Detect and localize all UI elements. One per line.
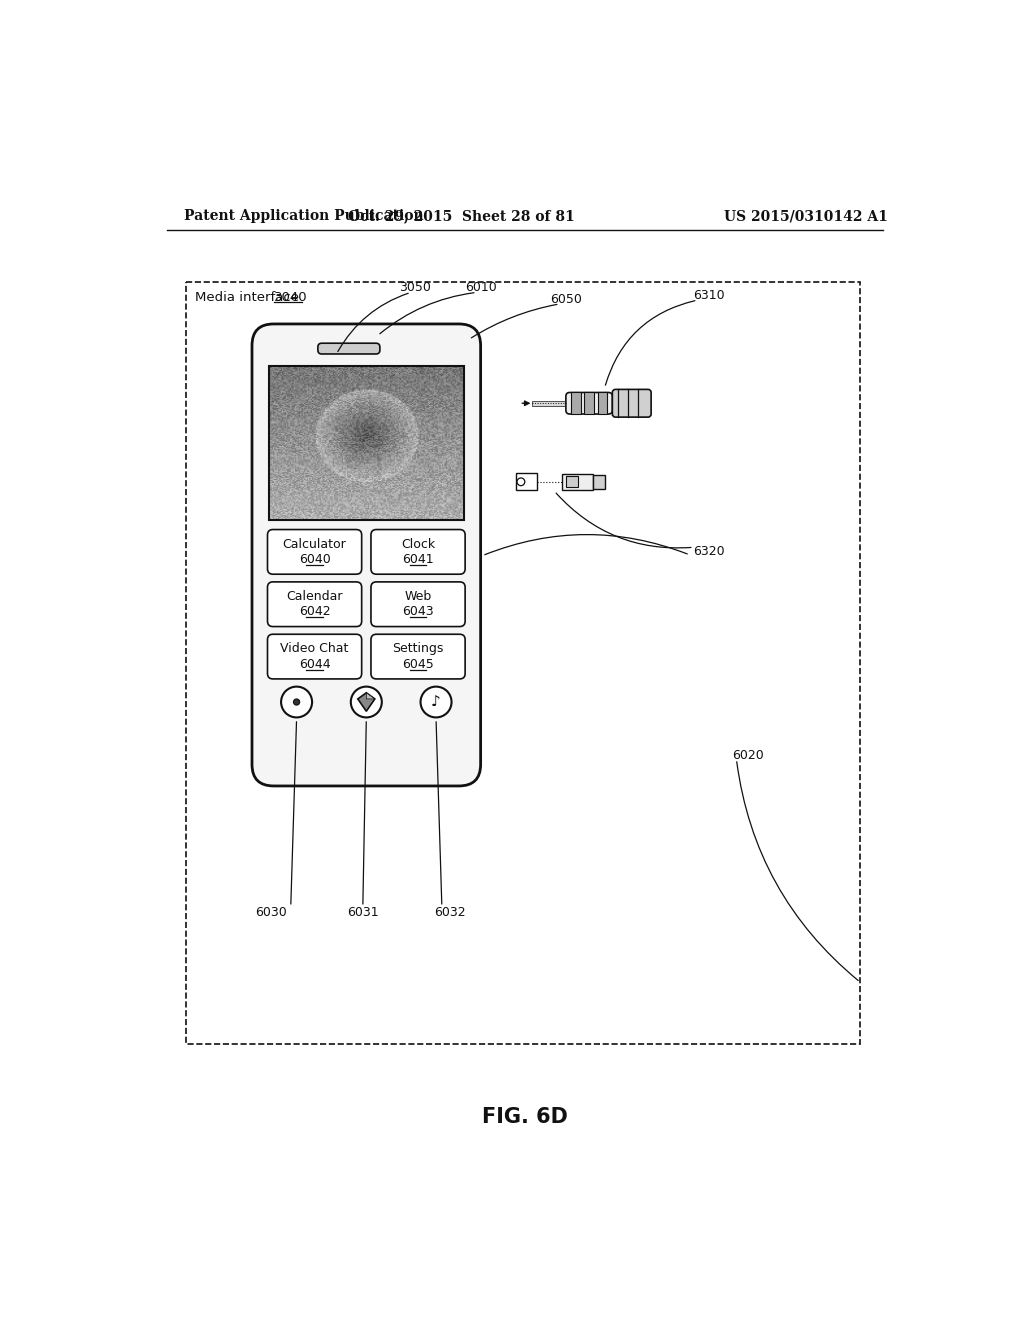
Bar <box>593 475 605 488</box>
Text: 6050: 6050 <box>550 293 582 306</box>
FancyBboxPatch shape <box>371 582 465 627</box>
Text: 6032: 6032 <box>434 907 466 920</box>
FancyBboxPatch shape <box>267 529 361 574</box>
Text: Media interface: Media interface <box>196 290 304 304</box>
Circle shape <box>294 700 300 705</box>
Bar <box>186 281 860 1044</box>
FancyBboxPatch shape <box>252 323 480 785</box>
Text: US 2015/0310142 A1: US 2015/0310142 A1 <box>724 209 888 223</box>
Text: 6041: 6041 <box>402 553 434 566</box>
Text: Calendar: Calendar <box>287 590 343 603</box>
Text: 6031: 6031 <box>347 907 379 920</box>
FancyBboxPatch shape <box>612 389 651 417</box>
Text: 6042: 6042 <box>299 606 331 618</box>
Text: FIG. 6D: FIG. 6D <box>482 1107 567 1127</box>
FancyBboxPatch shape <box>267 582 361 627</box>
Circle shape <box>281 686 312 718</box>
Bar <box>585 392 594 414</box>
Polygon shape <box>357 693 375 711</box>
Bar <box>269 367 464 520</box>
Text: 6020: 6020 <box>732 748 764 762</box>
Polygon shape <box>367 693 375 700</box>
FancyBboxPatch shape <box>371 529 465 574</box>
Text: Video Chat: Video Chat <box>281 643 349 656</box>
Bar <box>515 474 538 490</box>
FancyBboxPatch shape <box>267 635 361 678</box>
Text: 6030: 6030 <box>256 907 288 920</box>
Text: ♪: ♪ <box>431 696 441 710</box>
Text: 6010: 6010 <box>465 281 497 294</box>
Text: Clock: Clock <box>401 537 435 550</box>
Bar <box>571 392 581 414</box>
Text: 6320: 6320 <box>693 545 725 557</box>
Text: 6040: 6040 <box>299 553 331 566</box>
Text: Patent Application Publication: Patent Application Publication <box>183 209 424 223</box>
FancyBboxPatch shape <box>317 343 380 354</box>
Text: Settings: Settings <box>392 643 443 656</box>
Text: Calculator: Calculator <box>283 537 346 550</box>
Text: 6045: 6045 <box>402 657 434 671</box>
Bar <box>598 392 607 414</box>
Text: 6044: 6044 <box>299 657 331 671</box>
Text: 3040: 3040 <box>273 290 307 304</box>
Circle shape <box>421 686 452 718</box>
FancyBboxPatch shape <box>371 635 465 678</box>
Bar <box>562 474 593 490</box>
Text: 6043: 6043 <box>402 606 434 618</box>
Text: Oct. 29, 2015  Sheet 28 of 81: Oct. 29, 2015 Sheet 28 of 81 <box>348 209 574 223</box>
FancyBboxPatch shape <box>566 392 612 414</box>
Text: 3050: 3050 <box>398 281 431 294</box>
Bar <box>531 401 566 405</box>
Circle shape <box>351 686 382 718</box>
Text: 6310: 6310 <box>693 289 725 302</box>
Bar <box>566 477 578 487</box>
Circle shape <box>517 478 524 486</box>
Text: Web: Web <box>404 590 432 603</box>
